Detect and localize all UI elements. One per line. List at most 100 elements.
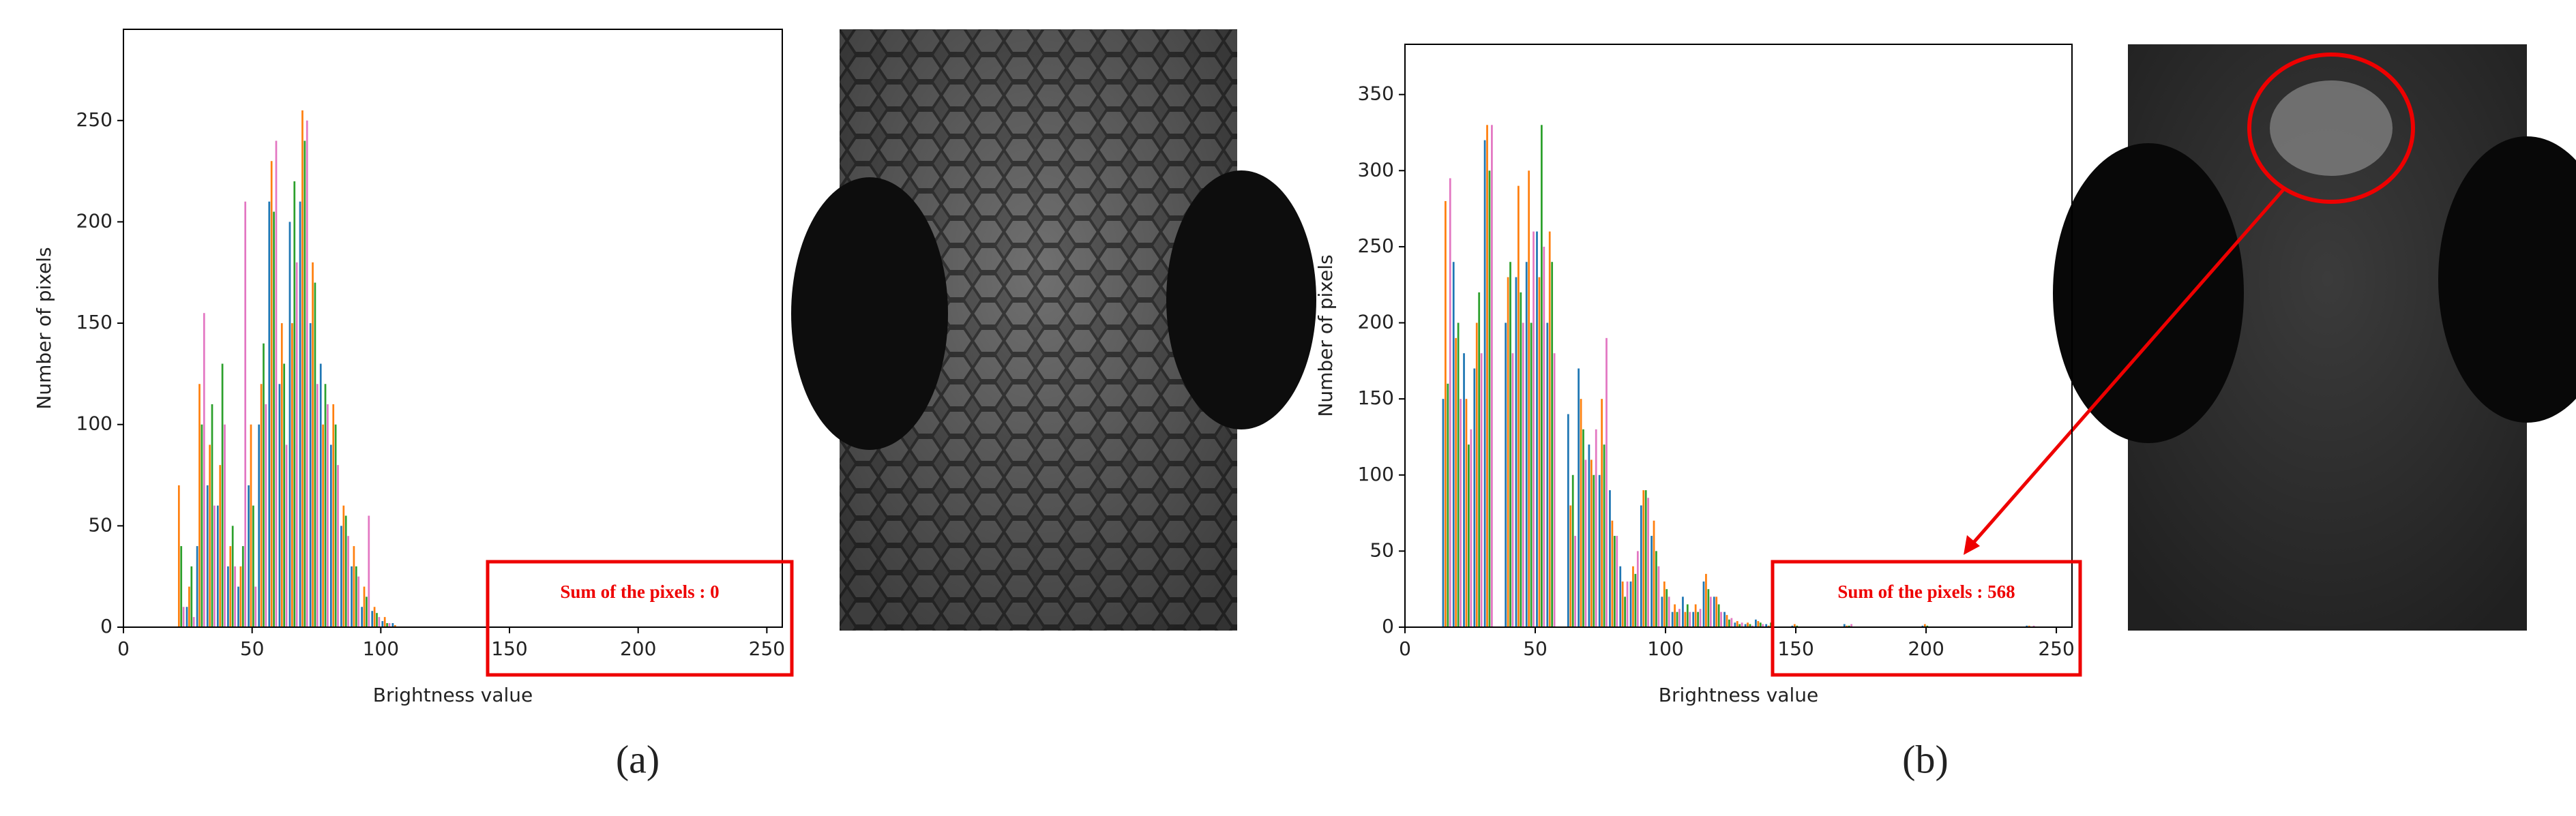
- bar: [1468, 444, 1470, 627]
- bar: [252, 505, 254, 627]
- bar: [280, 323, 283, 627]
- bar: [1850, 624, 1852, 627]
- bar: [1528, 170, 1530, 627]
- bar: [196, 546, 198, 627]
- bar: [270, 161, 273, 627]
- bar: [1590, 459, 1593, 627]
- bar: [1455, 337, 1457, 627]
- bar: [1759, 622, 1762, 627]
- bar: [1661, 596, 1663, 627]
- bar: [1460, 399, 1462, 627]
- bar: [1551, 262, 1554, 628]
- bar: [306, 120, 308, 627]
- bar: [213, 505, 216, 627]
- bar: [1616, 536, 1618, 627]
- bar: [2026, 625, 2028, 627]
- bar: [312, 262, 314, 627]
- bar: [224, 424, 226, 627]
- bar: [188, 586, 190, 627]
- bar: [192, 617, 195, 627]
- bar: [1726, 615, 1728, 627]
- bar: [1626, 581, 1629, 627]
- bar: [1747, 622, 1749, 627]
- bar: [1926, 625, 1929, 627]
- y-tick-label: 50: [1370, 539, 1394, 561]
- bar: [1486, 125, 1488, 628]
- bar: [1480, 353, 1483, 627]
- bar: [250, 424, 252, 627]
- bar: [1505, 322, 1507, 627]
- bar: [1442, 399, 1445, 627]
- bar: [1491, 125, 1493, 628]
- annotation: Sum of the pixels : 568: [1837, 581, 2015, 602]
- bar: [1751, 625, 1753, 627]
- bar: [1515, 277, 1518, 627]
- bar: [293, 181, 296, 628]
- bar: [1538, 277, 1541, 627]
- bar: [1473, 368, 1476, 627]
- bar: [1530, 322, 1533, 627]
- bar: [1509, 262, 1511, 628]
- bar: [1621, 581, 1624, 627]
- bar: [366, 596, 368, 627]
- bar: [273, 211, 275, 627]
- bar: [295, 262, 298, 627]
- bar: [1699, 609, 1702, 627]
- bar: [1470, 429, 1472, 627]
- bar: [1578, 368, 1580, 627]
- bar: [1793, 624, 1796, 627]
- bar: [248, 485, 250, 627]
- bar: [285, 444, 288, 627]
- bar: [1921, 625, 1924, 627]
- bar: [1571, 474, 1574, 627]
- bar: [378, 617, 381, 627]
- bar: [203, 313, 205, 627]
- bar: [1728, 619, 1730, 627]
- bar: [1548, 231, 1551, 627]
- y-tick-label: 300: [1358, 158, 1394, 181]
- bar: [180, 546, 183, 627]
- bar: [1640, 505, 1642, 627]
- bar: [1736, 621, 1738, 627]
- x-axis-label: Brightness value: [1659, 684, 1819, 706]
- photo-b: [1964, 44, 2576, 631]
- bar: [275, 140, 278, 627]
- bar: [1636, 551, 1639, 627]
- bar: [211, 404, 213, 627]
- bar: [373, 607, 376, 627]
- x-tick-label: 0: [117, 637, 130, 660]
- bar: [388, 623, 391, 627]
- bar: [1598, 474, 1601, 627]
- bar: [1595, 429, 1597, 627]
- y-axis-label: Number of pixels: [1314, 254, 1337, 417]
- bar: [1613, 536, 1616, 627]
- bar: [244, 201, 247, 627]
- bar: [332, 404, 335, 627]
- y-tick-label: 0: [100, 615, 113, 637]
- bar: [1642, 490, 1645, 627]
- bar: [1720, 611, 1722, 627]
- plot-frame: [123, 29, 783, 628]
- caption: (b): [1902, 737, 1949, 781]
- bar: [1730, 618, 1733, 627]
- bar: [1488, 170, 1491, 627]
- bar: [1522, 322, 1524, 627]
- bar: [344, 515, 347, 627]
- bar: [1603, 444, 1605, 627]
- y-tick-label: 200: [76, 209, 113, 232]
- bar: [291, 323, 293, 627]
- bar: [227, 566, 229, 627]
- bar: [1611, 520, 1614, 627]
- bar: [1686, 604, 1689, 627]
- bar: [258, 424, 261, 627]
- y-tick-label: 100: [1358, 463, 1394, 485]
- bar: [1582, 429, 1584, 627]
- bar: [254, 586, 257, 627]
- bar: [1632, 566, 1634, 627]
- bar: [1475, 322, 1478, 627]
- bar: [1525, 262, 1528, 628]
- x-tick-label: 250: [2038, 637, 2074, 660]
- bar: [1663, 581, 1665, 627]
- bar: [1447, 383, 1449, 627]
- bar: [301, 110, 304, 627]
